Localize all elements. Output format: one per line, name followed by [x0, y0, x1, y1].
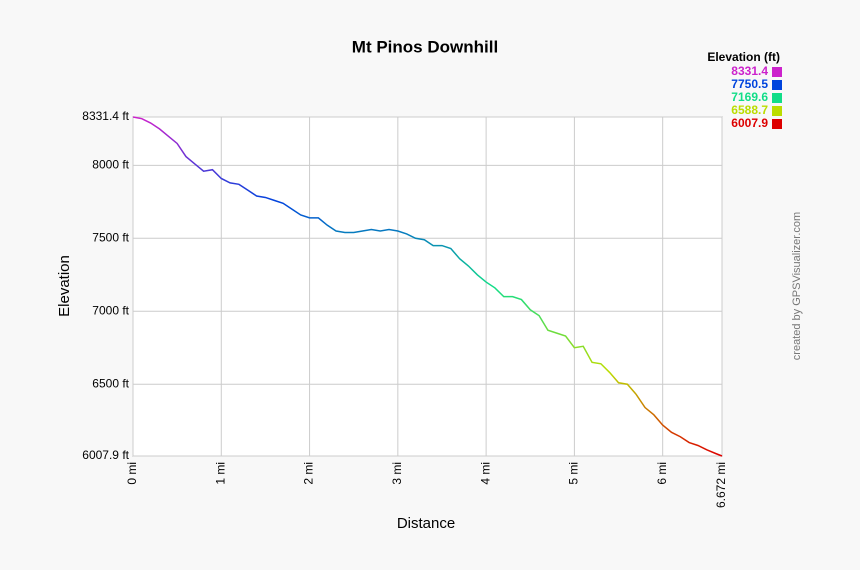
- legend-swatch: [772, 80, 782, 90]
- x-tick-label: 2 mi: [302, 462, 316, 485]
- legend-label: 7169.6: [731, 90, 768, 104]
- x-axis-label: Distance: [397, 515, 455, 532]
- legend-swatch: [772, 93, 782, 103]
- legend-swatch: [772, 67, 782, 77]
- elevation-line: [132, 116, 723, 457]
- legend-label: 6007.9: [731, 116, 768, 130]
- x-tick-label: 5 mi: [567, 462, 581, 485]
- x-tick-label: 6 mi: [655, 462, 669, 485]
- x-tick-label: 6.672 mi: [714, 462, 728, 508]
- y-axis-label: Elevation: [56, 255, 73, 317]
- x-tick-label: 3 mi: [390, 462, 404, 485]
- legend-label: 8331.4: [731, 64, 768, 78]
- y-tick-label: 8000 ft: [92, 158, 129, 172]
- legend-label: 7750.5: [731, 77, 768, 91]
- legend-swatch: [772, 119, 782, 129]
- x-tick-label: 1 mi: [213, 462, 227, 485]
- x-tick-label: 4 mi: [478, 462, 492, 485]
- legend-swatch: [772, 106, 782, 116]
- x-tick-label: 0 mi: [125, 462, 139, 485]
- credit: created by GPSVisualizer.com: [791, 212, 803, 360]
- legend-title: Elevation (ft): [707, 50, 780, 64]
- y-tick-label: 6500 ft: [92, 376, 129, 390]
- y-tick-label: 8331.4 ft: [82, 109, 129, 123]
- y-tick-label: 7000 ft: [92, 303, 129, 317]
- y-tick-label: 7500 ft: [92, 230, 129, 244]
- plot-area: [132, 116, 723, 457]
- chart-title: Mt Pinos Downhill: [352, 37, 498, 56]
- y-tick-label: 6007.9 ft: [82, 448, 129, 462]
- legend-label: 6588.7: [731, 103, 768, 117]
